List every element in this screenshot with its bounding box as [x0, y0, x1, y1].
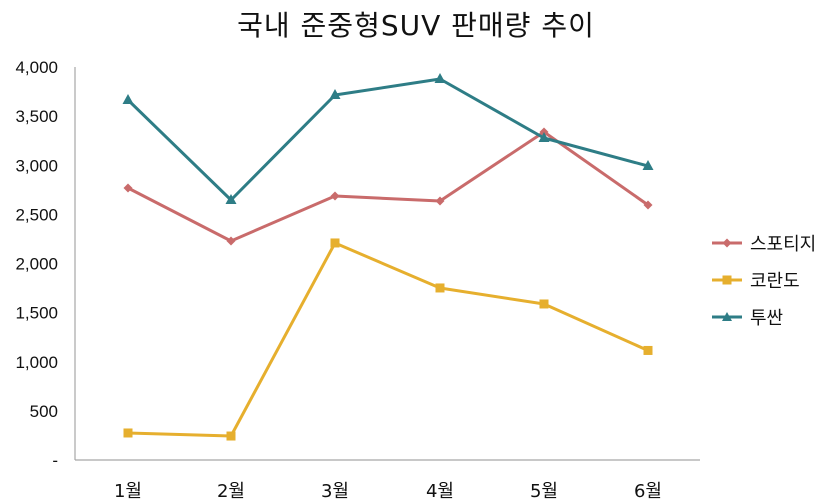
y-tick-label: 1,500	[15, 304, 58, 323]
chart-series	[122, 72, 654, 441]
diamond-marker-icon	[712, 238, 742, 247]
y-tick-label: 500	[30, 402, 58, 421]
legend-label: 코란도	[750, 270, 800, 292]
x-tick-label: 5월	[530, 481, 558, 502]
data-point-marker[interactable]	[122, 94, 134, 105]
y-tick-label: 1,000	[15, 353, 58, 372]
series-line	[127, 130, 649, 243]
legend-label: 스포티지	[750, 233, 817, 255]
data-point-marker[interactable]	[642, 160, 654, 171]
y-tick-label: 4,000	[15, 58, 58, 77]
data-point-marker[interactable]	[329, 89, 341, 100]
data-point-marker[interactable]	[539, 299, 549, 309]
y-tick-label: 3,500	[15, 107, 58, 126]
x-tick-label: 3월	[321, 481, 349, 502]
data-point-marker[interactable]	[330, 191, 340, 201]
legend-item-sportage[interactable]: 스포티지	[712, 224, 816, 261]
data-point-marker[interactable]	[123, 183, 133, 193]
data-point-marker[interactable]	[435, 283, 445, 293]
y-tick-label: 2,000	[15, 255, 58, 274]
legend-item-tucson[interactable]: 투싼	[712, 298, 816, 335]
chart-title: 국내 준중형SUV 판매량 추이	[237, 9, 595, 42]
y-tick-label: 3,000	[15, 156, 58, 175]
x-tick-label: 1월	[114, 481, 142, 502]
data-point-marker[interactable]	[226, 431, 236, 441]
series-2	[122, 72, 654, 205]
y-tick-label: 2,500	[15, 205, 58, 224]
series-line	[127, 241, 649, 438]
data-point-marker[interactable]	[123, 428, 133, 438]
data-point-marker[interactable]	[643, 345, 653, 355]
data-point-marker[interactable]	[538, 132, 550, 143]
legend: 스포티지 코란도 투싼	[712, 224, 816, 335]
y-tick-label: -	[52, 451, 58, 470]
data-point-marker[interactable]	[226, 236, 236, 246]
data-point-marker[interactable]	[225, 194, 237, 205]
legend-label: 투싼	[750, 307, 784, 329]
square-marker-icon	[712, 275, 742, 284]
x-tick-label: 4월	[426, 481, 454, 502]
y-axis-ticks: 4,000 3,500 3,000 2,500 2,000 1,500 1,000 500 -	[15, 58, 58, 470]
triangle-marker-icon	[712, 311, 742, 321]
x-tick-label: 6월	[634, 481, 662, 502]
legend-item-korando[interactable]: 코란도	[712, 261, 816, 298]
data-point-marker[interactable]	[435, 196, 445, 206]
series-1	[123, 238, 653, 441]
data-point-marker[interactable]	[434, 72, 446, 83]
series-line	[126, 77, 649, 202]
x-tick-label: 2월	[217, 481, 245, 502]
data-point-marker[interactable]	[330, 238, 340, 248]
data-point-marker[interactable]	[643, 200, 653, 210]
x-axis-ticks: 1월 2월 3월 4월 5월 6월	[114, 481, 662, 502]
